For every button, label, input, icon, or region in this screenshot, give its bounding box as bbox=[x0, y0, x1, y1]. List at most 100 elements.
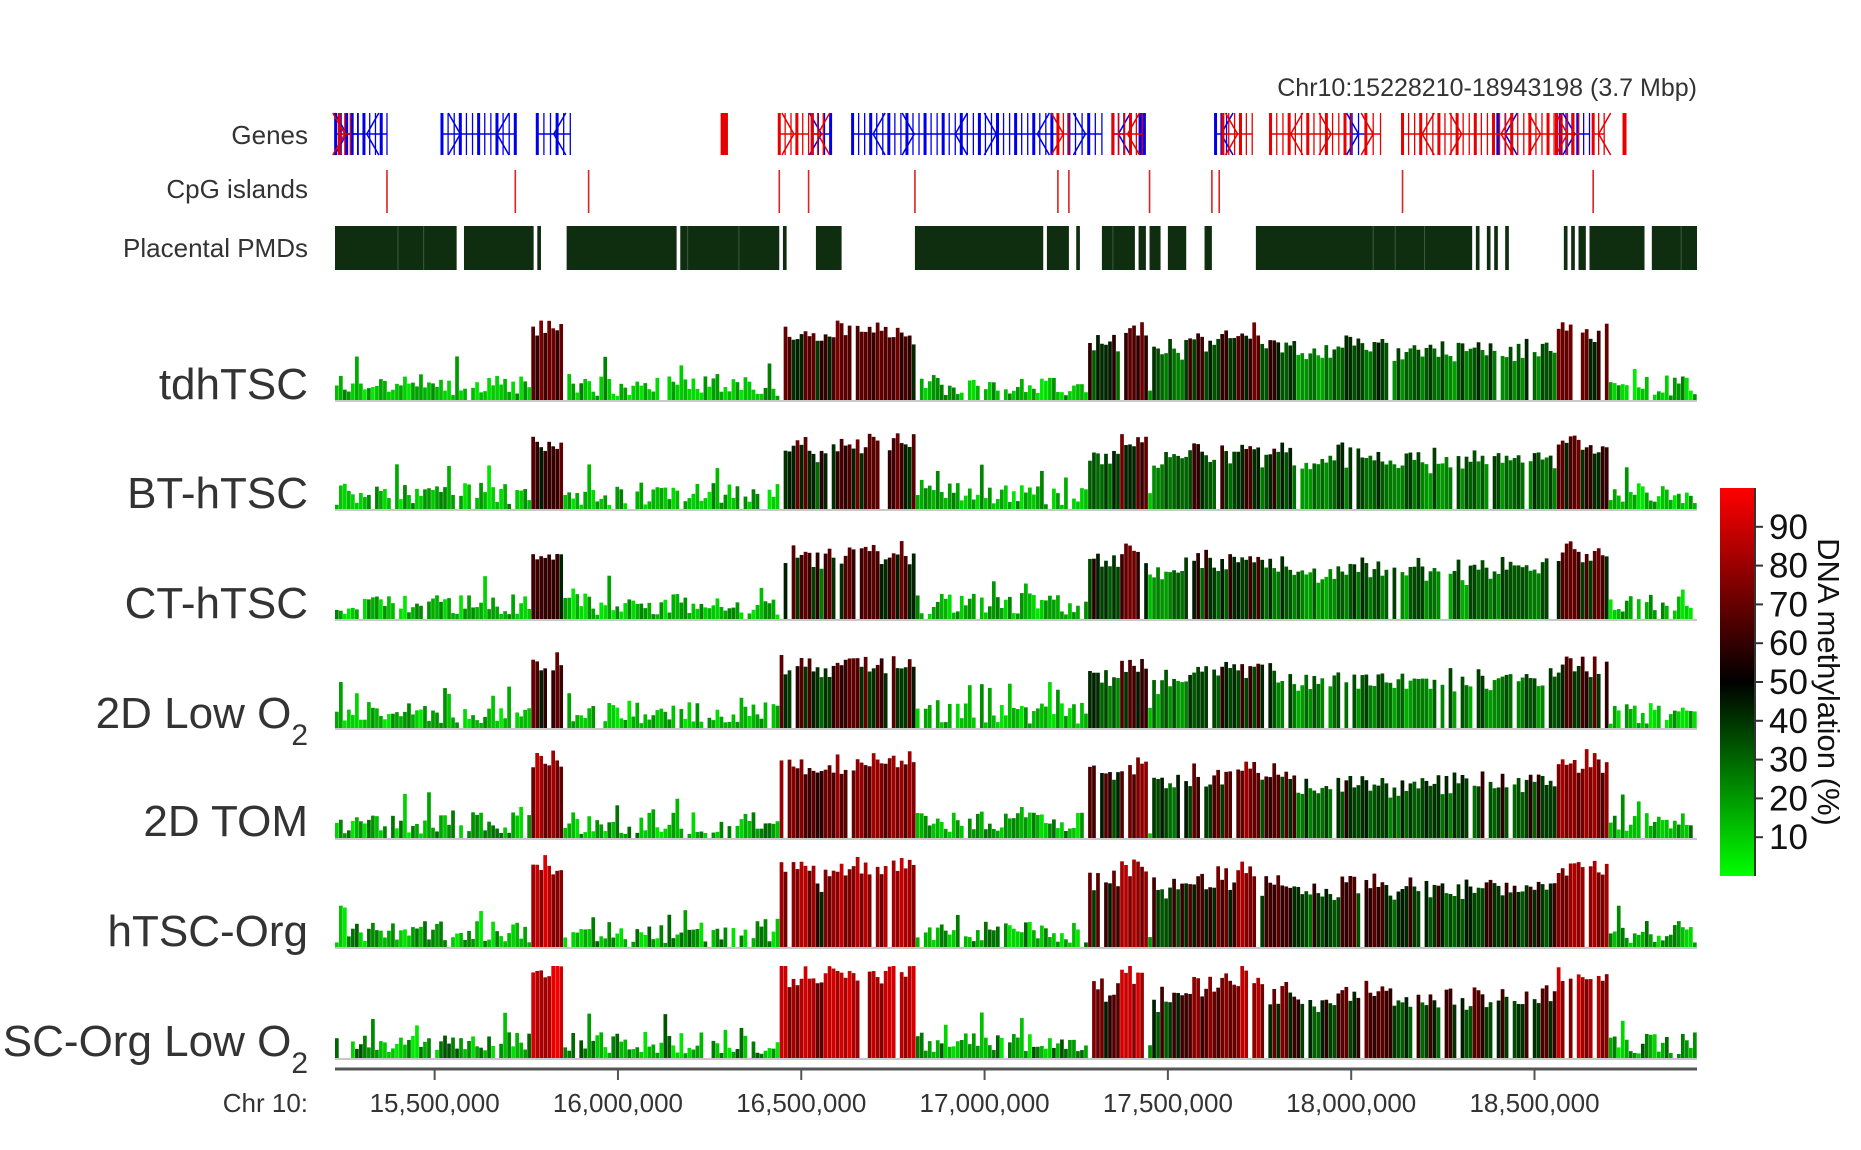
methylation-bar bbox=[443, 487, 447, 509]
methylation-bar bbox=[919, 378, 924, 400]
methylation-bar bbox=[1508, 674, 1513, 728]
methylation-bar bbox=[1304, 891, 1309, 947]
gene-feature-red bbox=[1448, 112, 1463, 156]
methylation-bar bbox=[1104, 344, 1108, 400]
methylation-bar bbox=[943, 497, 948, 509]
methylation-bar bbox=[619, 832, 624, 838]
methylation-bar bbox=[743, 377, 748, 400]
methylation-bar bbox=[839, 563, 844, 619]
methylation-bar bbox=[403, 485, 407, 509]
methylation-bar bbox=[639, 1051, 644, 1058]
methylation-bar bbox=[1304, 574, 1309, 619]
methylation-bar bbox=[1492, 350, 1497, 400]
methylation-bar bbox=[1528, 570, 1533, 619]
methylation-bar bbox=[1364, 674, 1369, 728]
methylation-bar bbox=[503, 611, 507, 619]
methylation-bar bbox=[451, 937, 455, 947]
methylation-bar bbox=[1184, 456, 1188, 509]
methylation-bar bbox=[1048, 377, 1052, 400]
methylation-bar bbox=[339, 819, 343, 838]
methylation-bar bbox=[1416, 452, 1421, 509]
methylation-bar bbox=[1616, 710, 1621, 728]
methylation-bar bbox=[983, 1037, 988, 1058]
methylation-bar bbox=[1452, 570, 1457, 619]
methylation-bar bbox=[355, 1048, 359, 1058]
methylation-bar bbox=[1468, 348, 1473, 400]
methylation-bar bbox=[391, 389, 395, 400]
methylation-bar bbox=[623, 833, 628, 838]
methylation-bar bbox=[1624, 704, 1629, 728]
methylation-bar bbox=[1560, 440, 1565, 509]
methylation-bar bbox=[991, 382, 996, 400]
gene-feature-red bbox=[720, 113, 728, 155]
methylation-bar bbox=[1011, 818, 1016, 838]
methylation-bar bbox=[691, 721, 696, 728]
methylation-bar bbox=[1352, 345, 1357, 400]
methylation-bar bbox=[1020, 593, 1024, 619]
methylation-bar bbox=[447, 693, 451, 728]
methylation-bar bbox=[1320, 1000, 1325, 1058]
methylation-bar bbox=[671, 938, 676, 947]
methylation-bar bbox=[475, 497, 479, 509]
methylation-bar bbox=[1220, 784, 1225, 838]
methylation-bar bbox=[363, 598, 367, 619]
methylation-bar bbox=[727, 391, 732, 400]
methylation-bar bbox=[939, 722, 944, 728]
methylation-bar bbox=[1332, 349, 1337, 400]
methylation-bar bbox=[1604, 762, 1609, 838]
methylation-bar bbox=[1372, 995, 1377, 1058]
methylation-bar bbox=[907, 659, 912, 728]
methylation-bar bbox=[967, 598, 972, 619]
methylation-bar bbox=[559, 442, 564, 509]
methylation-bar bbox=[563, 937, 568, 947]
methylation-bar bbox=[867, 551, 872, 619]
methylation-bar bbox=[1003, 923, 1008, 947]
methylation-bar bbox=[823, 453, 828, 509]
methylation-bar bbox=[459, 932, 463, 947]
methylation-bar bbox=[1088, 766, 1092, 838]
methylation-bar bbox=[1500, 989, 1505, 1058]
methylation-bar bbox=[427, 601, 431, 619]
methylation-bar bbox=[1216, 866, 1220, 947]
methylation-bar bbox=[655, 487, 660, 509]
methylation-bar bbox=[1056, 1043, 1060, 1058]
methylation-bar bbox=[1312, 883, 1317, 947]
methylation-bar bbox=[787, 336, 792, 400]
methylation-bar bbox=[559, 766, 564, 838]
methylation-bar bbox=[1180, 995, 1184, 1058]
methylation-bar bbox=[959, 595, 964, 619]
sample-label: SC-Org Low O2 bbox=[3, 1017, 308, 1080]
methylation-bar bbox=[1420, 566, 1425, 619]
methylation-bar bbox=[1664, 375, 1669, 400]
methylation-bar bbox=[503, 378, 507, 400]
methylation-bar bbox=[1480, 455, 1485, 509]
methylation-bar bbox=[1516, 777, 1521, 838]
methylation-bar bbox=[1308, 353, 1313, 400]
methylation-bar bbox=[863, 546, 868, 619]
methylation-bar bbox=[1064, 830, 1068, 838]
methylation-bar bbox=[1208, 340, 1212, 400]
methylation-bar bbox=[1360, 557, 1365, 619]
methylation-bar bbox=[363, 496, 367, 509]
methylation-bar bbox=[1440, 883, 1445, 947]
methylation-bar bbox=[403, 1044, 407, 1058]
methylation-bar bbox=[663, 1014, 668, 1058]
methylation-bar bbox=[651, 939, 656, 947]
methylation-bar bbox=[699, 392, 704, 400]
methylation-bar bbox=[1252, 983, 1257, 1058]
methylation-bar bbox=[1616, 1047, 1621, 1058]
sample-label: CT-hTSC bbox=[125, 579, 308, 628]
methylation-bar bbox=[459, 825, 463, 838]
methylation-bar bbox=[479, 1047, 483, 1058]
methylation-bar bbox=[987, 1045, 992, 1058]
methylation-bar bbox=[1096, 553, 1100, 619]
methylation-bar bbox=[1068, 708, 1072, 728]
methylation-bar bbox=[615, 1033, 620, 1058]
methylation-bar bbox=[699, 922, 704, 947]
methylation-bar bbox=[463, 709, 467, 728]
methylation-bar bbox=[1420, 356, 1425, 400]
methylation-bar bbox=[1296, 354, 1301, 400]
methylation-bar bbox=[1184, 883, 1188, 947]
methylation-bar bbox=[679, 708, 684, 728]
